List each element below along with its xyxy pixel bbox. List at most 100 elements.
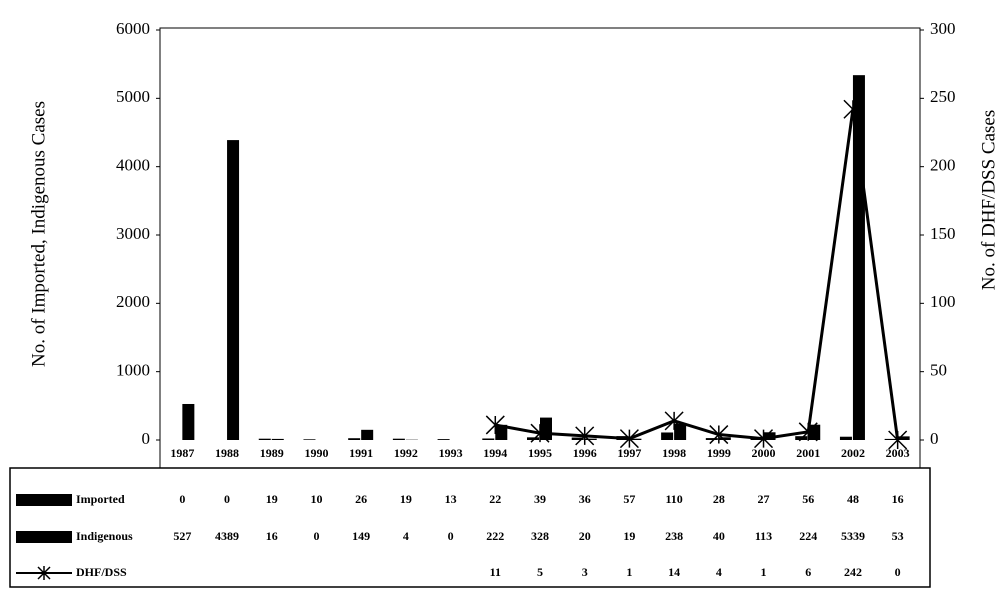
bar: [540, 417, 552, 440]
table-cell: 238: [665, 529, 683, 543]
x-tick-label: 2003: [886, 446, 910, 460]
bar: [629, 438, 642, 440]
table-cell: 224: [799, 529, 817, 543]
bar: [527, 437, 539, 440]
bar: [897, 436, 910, 440]
table-cell: 242: [844, 565, 862, 579]
y2-tick-label: 50: [930, 361, 947, 380]
table-cell: 53: [892, 529, 904, 543]
bar: [763, 432, 776, 440]
table-cell: 14: [668, 565, 680, 579]
x-tick-label: 1991: [349, 446, 373, 460]
x-tick-label: 1996: [573, 446, 597, 460]
table-cell: 19: [623, 529, 635, 543]
table-cell: 5339: [841, 529, 865, 543]
marker: [753, 429, 774, 449]
x-tick-label: 2002: [841, 446, 865, 460]
table-cell: 0: [224, 492, 230, 506]
bar: [258, 438, 271, 440]
y2-tick-label: 300: [930, 19, 956, 38]
legend-marker: [37, 566, 51, 580]
bar: [584, 438, 597, 440]
table-cell: 5: [537, 565, 543, 579]
y-tick-label: 2000: [116, 292, 150, 311]
table-cell: 11: [490, 565, 501, 579]
bar: [392, 438, 405, 440]
bar: [482, 438, 495, 440]
x-tick-label: 2001: [796, 446, 820, 460]
y-axis-title: No. of Imported, Indigenous Cases: [28, 101, 49, 367]
bar: [571, 437, 584, 440]
table-frame: [9, 467, 931, 588]
x-tick-label: 1990: [304, 446, 328, 460]
y-tick-label: 6000: [116, 19, 150, 38]
table-cell: 222: [486, 529, 504, 543]
y2-tick-label: 250: [930, 87, 956, 106]
bar: [674, 423, 687, 440]
table-cell: 19: [400, 492, 412, 506]
table-cell: 36: [579, 492, 591, 506]
bar: [884, 438, 897, 440]
y2-axis-title: No. of DHF/DSS Cases: [978, 110, 999, 291]
y2-tick-label: 0: [930, 429, 939, 448]
legend-label: Indigenous: [76, 529, 133, 543]
table-cell: 1: [626, 565, 632, 579]
legend-label: DHF/DSS: [76, 565, 127, 579]
bar: [361, 429, 374, 440]
table-cell: 4: [403, 529, 409, 543]
table-cell: 4389: [215, 529, 239, 543]
table-cell: 1: [761, 565, 767, 579]
marker: [798, 422, 818, 442]
marker: [843, 99, 863, 119]
bar: [303, 439, 316, 440]
x-tick-label: 1993: [439, 446, 463, 460]
bar: [437, 439, 450, 440]
table-cell: 0: [179, 492, 185, 506]
x-tick-label: 1998: [662, 446, 686, 460]
y-tick-label: 1000: [116, 361, 150, 380]
marker: [575, 426, 595, 446]
table-cell: 10: [310, 492, 322, 506]
bar: [839, 436, 852, 440]
table-cell: 113: [755, 529, 772, 543]
bar: [227, 140, 240, 440]
plot-frame: [159, 27, 921, 469]
x-tick-label: 1994: [483, 446, 507, 460]
table-cell: 57: [623, 492, 635, 506]
table-cell: 0: [895, 565, 901, 579]
line: [495, 109, 900, 441]
x-tick-label: 2000: [752, 446, 776, 460]
y-tick-label: 3000: [116, 224, 150, 243]
y-tick-label: 0: [142, 429, 151, 448]
legend-swatch: [16, 494, 72, 506]
y-tick-label: 5000: [116, 87, 150, 106]
marker: [709, 425, 729, 445]
table-cell: 6: [805, 565, 811, 579]
legend-swatch: [16, 531, 72, 543]
table-cell: 22: [489, 492, 501, 506]
bar: [182, 403, 195, 440]
table-cell: 527: [173, 529, 191, 543]
table-cell: 4: [716, 565, 722, 579]
marker: [664, 411, 684, 431]
table-cell: 13: [445, 492, 457, 506]
marker: [485, 415, 505, 435]
bar: [705, 438, 718, 440]
table-cell: 28: [713, 492, 725, 506]
table-cell: 0: [313, 529, 319, 543]
table-cell: 39: [534, 492, 546, 506]
marker: [888, 430, 908, 450]
x-tick-label: 1999: [707, 446, 731, 460]
marker: [619, 429, 639, 449]
x-tick-label: 1987: [170, 446, 194, 460]
table-cell: 110: [665, 492, 682, 506]
table-cell: 0: [448, 529, 454, 543]
marker: [530, 423, 550, 443]
y2-tick-label: 150: [930, 224, 956, 243]
y-tick-label: 4000: [116, 156, 150, 175]
table-cell: 26: [355, 492, 367, 506]
table-cell: 19: [266, 492, 278, 506]
x-tick-label: 1997: [617, 446, 641, 460]
table-cell: 48: [847, 492, 859, 506]
